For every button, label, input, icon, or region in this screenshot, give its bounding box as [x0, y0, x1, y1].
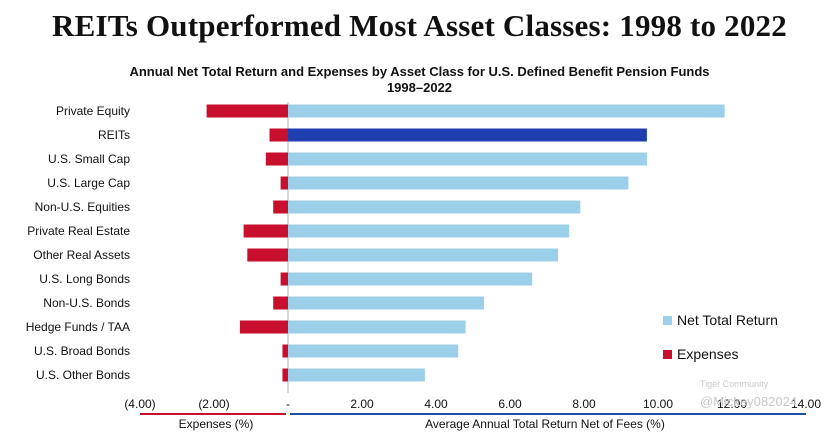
category-label: Non-U.S. Equities	[35, 200, 130, 214]
expenses-bar	[273, 200, 288, 214]
tick-label: 10.00	[643, 397, 673, 411]
legend-swatch-expenses	[663, 350, 672, 359]
legend-swatch-net-return	[663, 316, 672, 325]
category-label: Hedge Funds / TAA	[26, 320, 130, 334]
category-label: U.S. Long Bonds	[39, 272, 130, 286]
net-return-bar	[288, 272, 533, 286]
category-label: U.S. Small Cap	[48, 152, 130, 166]
category-label: Non-U.S. Bonds	[43, 296, 130, 310]
net-return-bar	[288, 224, 570, 238]
expenses-bar	[269, 128, 288, 142]
net-return-bar	[288, 296, 485, 310]
tick-label: 14.00	[791, 397, 821, 411]
tick-label: -	[286, 397, 290, 411]
category-label: Other Real Assets	[33, 248, 130, 262]
expenses-bar	[280, 272, 288, 286]
expenses-bar	[273, 296, 288, 310]
chart-headline: REITs Outperformed Most Asset Classes: 1…	[52, 8, 787, 43]
expenses-bar	[280, 176, 288, 190]
category-label: U.S. Large Cap	[47, 176, 130, 190]
net-return-bar	[288, 320, 466, 334]
tick-label: (4.00)	[124, 397, 155, 411]
expenses-bar	[206, 104, 288, 118]
category-label: U.S. Broad Bonds	[34, 344, 130, 358]
category-label: Private Equity	[56, 104, 130, 118]
expenses-bar	[247, 248, 288, 262]
net-return-bar	[288, 104, 725, 118]
legend-label-expenses: Expenses	[677, 346, 738, 362]
category-label: Private Real Estate	[27, 224, 130, 238]
category-label: U.S. Other Bonds	[36, 368, 130, 382]
net-return-bar	[288, 368, 425, 382]
net-return-bar	[288, 344, 459, 358]
tick-label: 2.00	[350, 397, 374, 411]
net-return-bar	[288, 152, 647, 166]
net-return-bar	[288, 176, 629, 190]
expenses-bar	[282, 344, 288, 358]
expenses-bar	[282, 368, 288, 382]
watermark: Tiger Community @Mickey082024	[700, 376, 797, 410]
tick-label: 4.00	[424, 397, 448, 411]
watermark-user: @Mickey082024	[700, 394, 798, 409]
expenses-bar	[243, 224, 288, 238]
tick-label: (2.00)	[198, 397, 229, 411]
net-return-bar	[288, 128, 647, 142]
watermark-logo: Tiger Community	[700, 379, 769, 389]
tick-label: 6.00	[498, 397, 522, 411]
legend-label-net-return: Net Total Return	[677, 312, 778, 328]
x-axis-label-expenses: Expenses (%)	[179, 417, 254, 431]
expenses-bar	[265, 152, 288, 166]
chart-subtitle: 1998–2022	[386, 80, 453, 95]
expenses-bar	[239, 320, 288, 334]
x-axis-label-return: Average Annual Total Return Net of Fees …	[425, 417, 665, 431]
net-return-bar	[288, 200, 581, 214]
net-return-bar	[288, 248, 559, 262]
tick-label: 12.00	[717, 397, 747, 411]
category-label: REITs	[98, 128, 130, 142]
chart-title: Annual Net Total Return and Expenses by …	[129, 64, 710, 79]
tick-label: 8.00	[572, 397, 596, 411]
